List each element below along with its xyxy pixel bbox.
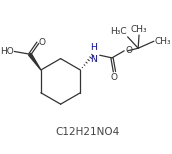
Text: O: O — [111, 73, 118, 81]
Text: N: N — [90, 55, 97, 64]
Polygon shape — [29, 53, 41, 70]
Text: O: O — [39, 38, 46, 47]
Text: H₃C: H₃C — [110, 27, 127, 36]
Text: HO: HO — [0, 47, 13, 56]
Text: H: H — [90, 43, 97, 52]
Text: C12H21NO4: C12H21NO4 — [56, 128, 120, 137]
Text: CH₃: CH₃ — [155, 37, 171, 46]
Text: O: O — [125, 46, 132, 55]
Text: CH₃: CH₃ — [131, 25, 147, 34]
